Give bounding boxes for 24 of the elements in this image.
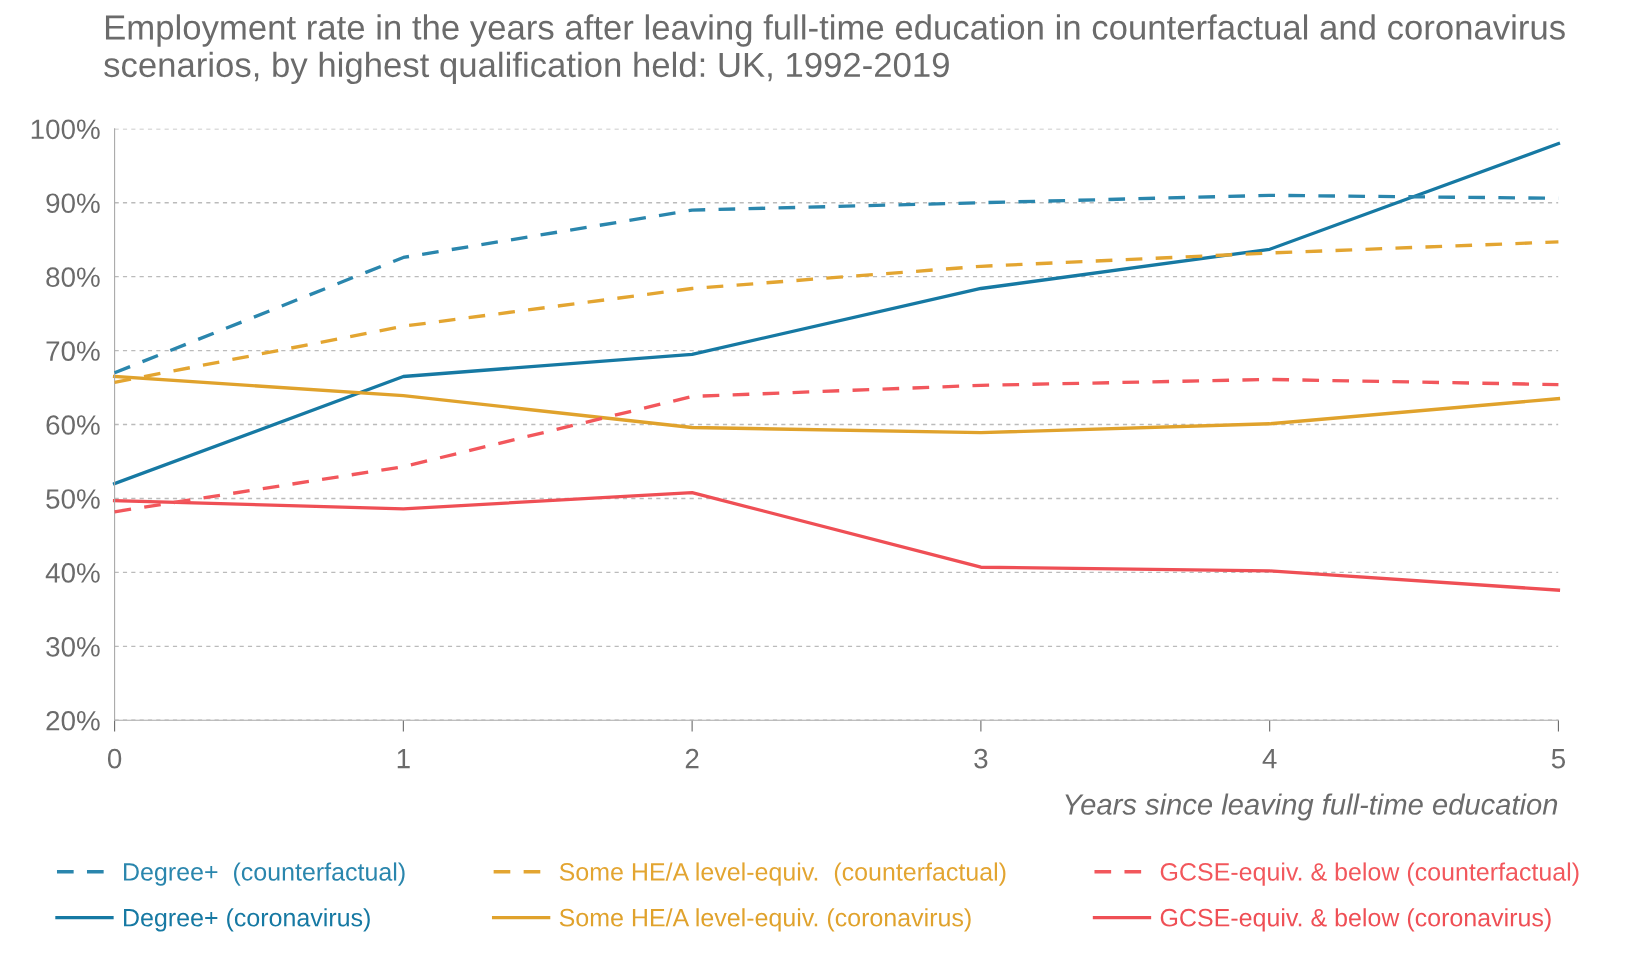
x-tick-label: 3 [974,748,988,769]
x-axis-title: Years since leaving full-time education [1065,793,1558,821]
legend-label: Some HE/A level-equiv. (counterfactual) [559,862,1006,886]
y-tick-label: 90% [46,193,100,214]
legend-label: Degree+ (coronavirus) [124,908,370,932]
legend-label: GCSE-equiv. & below (coronavirus) [1160,908,1551,932]
y-tick-label: 60% [46,415,100,435]
x-tick-label: 1 [397,749,410,769]
y-tick-label: 100% [31,119,100,140]
y-tick-label: 50% [46,489,100,509]
y-tick-label: 40% [45,563,100,583]
line-series [112,141,1561,486]
y-tick-label: 20% [46,710,100,731]
x-tick-label: 2 [685,748,699,769]
legend-label: GCSE-equiv. & below (counterfactual) [1160,862,1579,886]
x-tick-label: 5 [1551,749,1565,769]
y-tick-label: 80% [46,267,100,287]
x-tick-label: 0 [107,748,122,769]
x-tick-label: 4 [1262,749,1277,769]
chart-title: Employment rate in the years after leaving full-time education in counterfactual and coronavirus scenarios, by highest qualification held: UK, 1992-2019 [104,14,1565,85]
legend-label: Some HE/A level-equiv. (coronavirus) [559,908,971,932]
legend-label: Degree+ (counterfactual) [124,862,405,886]
y-tick-label: 30% [46,637,100,657]
y-tick-label: 70% [46,341,100,361]
